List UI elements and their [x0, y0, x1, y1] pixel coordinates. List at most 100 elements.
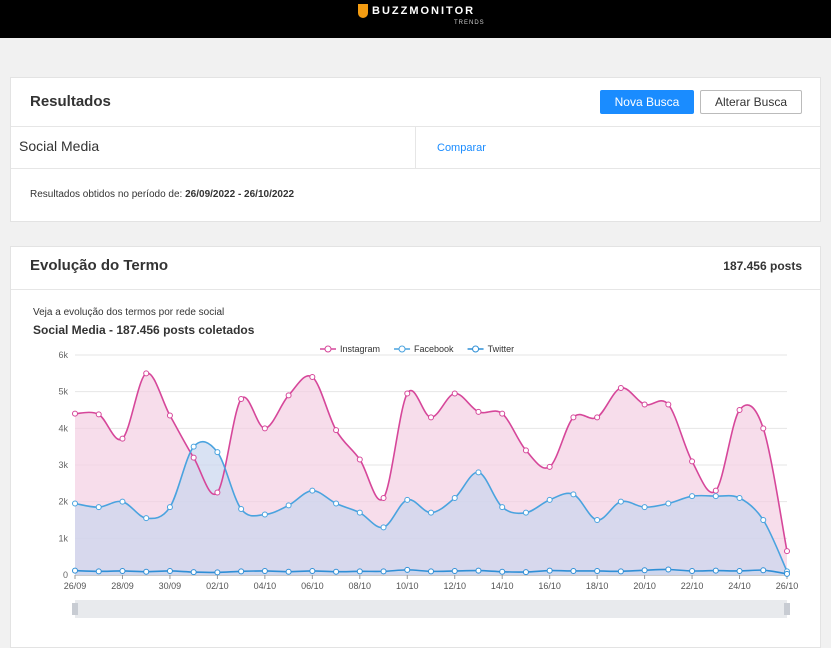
x-tick-label: 20/10: [633, 581, 656, 591]
x-tick-label: 10/10: [396, 581, 419, 591]
point: [261, 511, 268, 518]
point: [760, 425, 767, 432]
point: [143, 568, 150, 575]
point: [285, 392, 292, 399]
point: [95, 568, 102, 575]
point: [309, 487, 316, 494]
chart: Social Media - 187.456 posts coletados 0…: [33, 323, 799, 618]
x-tick-label: 12/10: [443, 581, 466, 591]
x-tick-label: 26/10: [776, 581, 799, 591]
point: [214, 489, 221, 496]
point: [760, 517, 767, 523]
point: [617, 568, 624, 575]
point: [499, 410, 506, 417]
point: [428, 414, 434, 421]
point: [689, 458, 696, 465]
navigator-handle[interactable]: [784, 603, 790, 615]
x-tick-label: 16/10: [538, 581, 561, 591]
point: [594, 517, 601, 523]
point: [760, 567, 767, 574]
point: [356, 456, 363, 463]
point: [190, 443, 197, 450]
point: [594, 414, 601, 421]
point: [333, 568, 340, 575]
point: [166, 567, 173, 574]
point: [285, 568, 292, 575]
y-tick-label: 1k: [58, 533, 68, 543]
point: [617, 498, 624, 505]
point: [333, 500, 340, 507]
point: [499, 568, 506, 575]
x-tick-label: 26/09: [64, 581, 87, 591]
point: [475, 469, 482, 476]
new-search-button[interactable]: Nova Busca: [600, 90, 694, 114]
point: [214, 569, 221, 576]
y-tick-label: 5k: [58, 387, 68, 397]
point: [736, 567, 743, 574]
point: [475, 567, 482, 574]
navigator: [75, 600, 787, 618]
point: [522, 509, 529, 516]
legend-swatch: [324, 345, 332, 353]
point: [451, 390, 458, 397]
point: [190, 569, 197, 576]
point: [380, 524, 387, 531]
x-tick-label: 24/10: [728, 581, 751, 591]
x-tick-label: 28/09: [111, 581, 134, 591]
point: [522, 447, 529, 454]
legend-swatch: [472, 345, 480, 353]
logo-icon: [358, 4, 368, 18]
point: [95, 411, 102, 418]
compare-link[interactable]: Comparar: [437, 142, 486, 154]
point: [665, 500, 672, 507]
point: [712, 493, 719, 500]
period-value: 26/09/2022 - 26/10/2022: [185, 189, 295, 200]
results-card: Resultados Nova Busca Alterar Busca Soci…: [10, 77, 821, 222]
point: [166, 504, 173, 511]
y-tick-label: 0: [63, 570, 68, 580]
point: [309, 374, 316, 380]
point: [428, 509, 434, 516]
point: [404, 496, 411, 503]
point: [784, 548, 790, 555]
point: [784, 570, 790, 577]
point: [689, 567, 696, 574]
total: 187.456 posts: [723, 259, 802, 273]
card-title: Evolução do Termo: [30, 257, 169, 274]
edit-search-button[interactable]: Alterar Busca: [700, 90, 802, 114]
x-tick-label: 14/10: [491, 581, 514, 591]
point: [546, 567, 553, 574]
point: [641, 567, 648, 574]
point: [143, 370, 150, 377]
point: [72, 410, 78, 417]
point: [665, 401, 672, 408]
x-tick-label: 04/10: [254, 581, 277, 591]
point: [309, 567, 316, 574]
divider: [11, 168, 820, 169]
subtitle: Veja a evolução dos termos por rede soci…: [33, 307, 225, 318]
series-area: [75, 441, 787, 575]
point: [404, 566, 411, 573]
x-tick-label: 30/09: [159, 581, 182, 591]
point: [238, 396, 245, 402]
point: [285, 502, 292, 509]
point: [570, 567, 577, 574]
y-tick-label: 2k: [58, 497, 68, 507]
point: [665, 566, 672, 573]
point: [119, 567, 126, 574]
point: [356, 509, 363, 516]
period-label: Resultados obtidos no período de:: [30, 189, 183, 200]
point: [428, 568, 434, 575]
x-tick-label: 22/10: [681, 581, 704, 591]
point: [238, 506, 245, 512]
point: [546, 496, 553, 503]
point: [570, 491, 577, 498]
card-title: Resultados: [30, 93, 111, 110]
legend-label: Facebook: [414, 344, 454, 354]
point: [190, 454, 197, 461]
point: [356, 568, 363, 575]
point: [736, 407, 743, 413]
point: [594, 567, 601, 574]
point: [475, 408, 482, 415]
navigator-handle[interactable]: [72, 603, 78, 615]
